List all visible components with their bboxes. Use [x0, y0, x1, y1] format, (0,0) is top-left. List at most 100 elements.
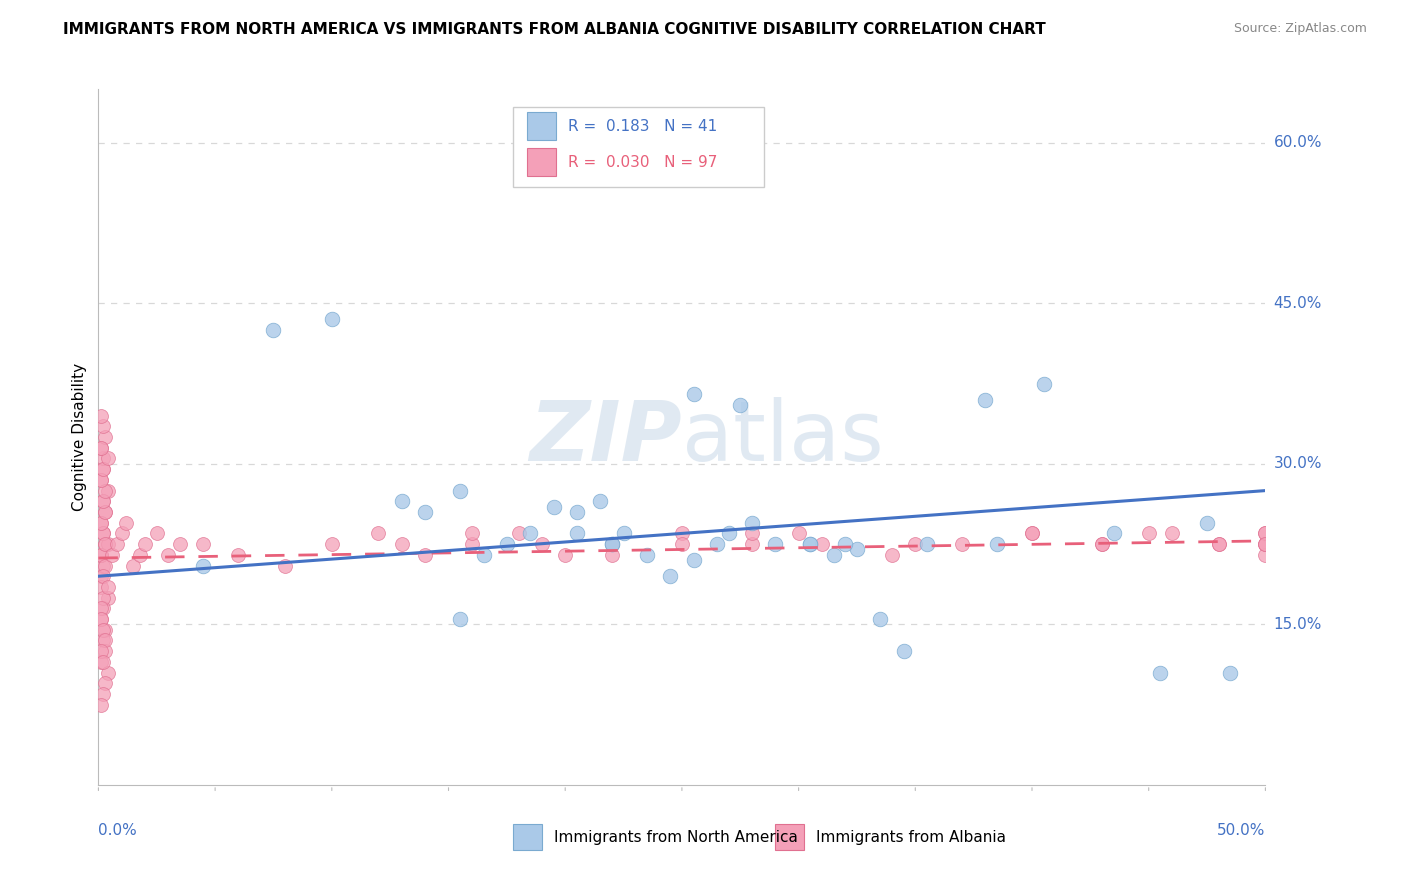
Point	[391, 494, 413, 508]
Point	[94, 623, 117, 637]
Point	[91, 655, 114, 669]
Point	[115, 516, 138, 530]
Point	[97, 451, 120, 466]
Point	[1102, 526, 1125, 541]
Point	[90, 601, 112, 615]
Point	[91, 623, 114, 637]
Point	[600, 537, 623, 551]
Point	[91, 526, 114, 541]
Point	[1032, 376, 1054, 391]
Point	[97, 591, 120, 605]
Point	[706, 537, 728, 551]
Point	[554, 548, 576, 562]
Point	[600, 548, 623, 562]
Point	[262, 323, 284, 337]
Point	[496, 537, 519, 551]
Text: R =  0.030   N = 97: R = 0.030 N = 97	[568, 154, 717, 169]
Point	[91, 462, 114, 476]
Point	[449, 483, 471, 498]
Point	[111, 526, 134, 541]
Text: 0.0%: 0.0%	[98, 823, 138, 838]
Point	[94, 505, 117, 519]
Point	[461, 537, 484, 551]
Point	[589, 494, 612, 508]
Point	[636, 548, 658, 562]
Point	[1137, 526, 1160, 541]
Point	[90, 548, 112, 562]
Point	[193, 537, 215, 551]
Point	[94, 537, 117, 551]
FancyBboxPatch shape	[513, 824, 541, 850]
Point	[90, 612, 112, 626]
Point	[1195, 516, 1218, 530]
Point	[1021, 526, 1043, 541]
Point	[472, 548, 495, 562]
Point	[787, 526, 810, 541]
Text: 50.0%: 50.0%	[1218, 823, 1265, 838]
Text: R =  0.183   N = 41: R = 0.183 N = 41	[568, 119, 717, 134]
Point	[367, 526, 389, 541]
Point	[1091, 537, 1114, 551]
Point	[915, 537, 938, 551]
Point	[974, 392, 997, 407]
FancyBboxPatch shape	[527, 112, 555, 140]
Point	[90, 516, 112, 530]
FancyBboxPatch shape	[775, 824, 804, 850]
Point	[91, 494, 114, 508]
Point	[94, 430, 117, 444]
Point	[1161, 526, 1184, 541]
Point	[519, 526, 541, 541]
Point	[1254, 537, 1277, 551]
Text: Immigrants from Albania: Immigrants from Albania	[815, 830, 1007, 845]
Point	[846, 542, 869, 557]
Point	[90, 473, 112, 487]
Point	[950, 537, 973, 551]
Point	[1149, 665, 1171, 680]
Point	[105, 537, 128, 551]
Point	[1254, 537, 1277, 551]
Point	[880, 548, 903, 562]
Point	[228, 548, 250, 562]
Point	[659, 569, 682, 583]
Point	[671, 526, 693, 541]
Point	[122, 558, 145, 573]
Point	[682, 387, 704, 401]
Point	[91, 462, 114, 476]
Point	[91, 569, 114, 583]
Point	[763, 537, 786, 551]
Point	[1254, 537, 1277, 551]
Point	[90, 580, 112, 594]
Point	[904, 537, 927, 551]
Point	[91, 494, 114, 508]
Point	[1021, 526, 1043, 541]
Text: atlas: atlas	[682, 397, 883, 477]
Point	[717, 526, 740, 541]
Text: ZIP: ZIP	[529, 397, 682, 477]
Point	[1254, 526, 1277, 541]
Point	[94, 558, 117, 573]
Point	[741, 537, 763, 551]
Point	[101, 548, 124, 562]
Point	[834, 537, 856, 551]
Point	[869, 612, 891, 626]
Point	[823, 548, 845, 562]
Point	[94, 505, 117, 519]
Point	[157, 548, 180, 562]
Point	[799, 537, 821, 551]
Point	[565, 505, 588, 519]
Point	[91, 558, 114, 573]
Text: 15.0%: 15.0%	[1274, 617, 1322, 632]
Point	[730, 398, 752, 412]
Point	[90, 441, 112, 455]
Point	[90, 441, 112, 455]
Point	[321, 312, 343, 326]
Point	[90, 409, 112, 423]
Point	[91, 451, 114, 466]
Point	[811, 537, 834, 551]
Point	[565, 526, 588, 541]
Point	[94, 644, 117, 658]
Point	[97, 537, 120, 551]
Point	[90, 569, 112, 583]
Point	[893, 644, 915, 658]
Point	[90, 698, 112, 712]
